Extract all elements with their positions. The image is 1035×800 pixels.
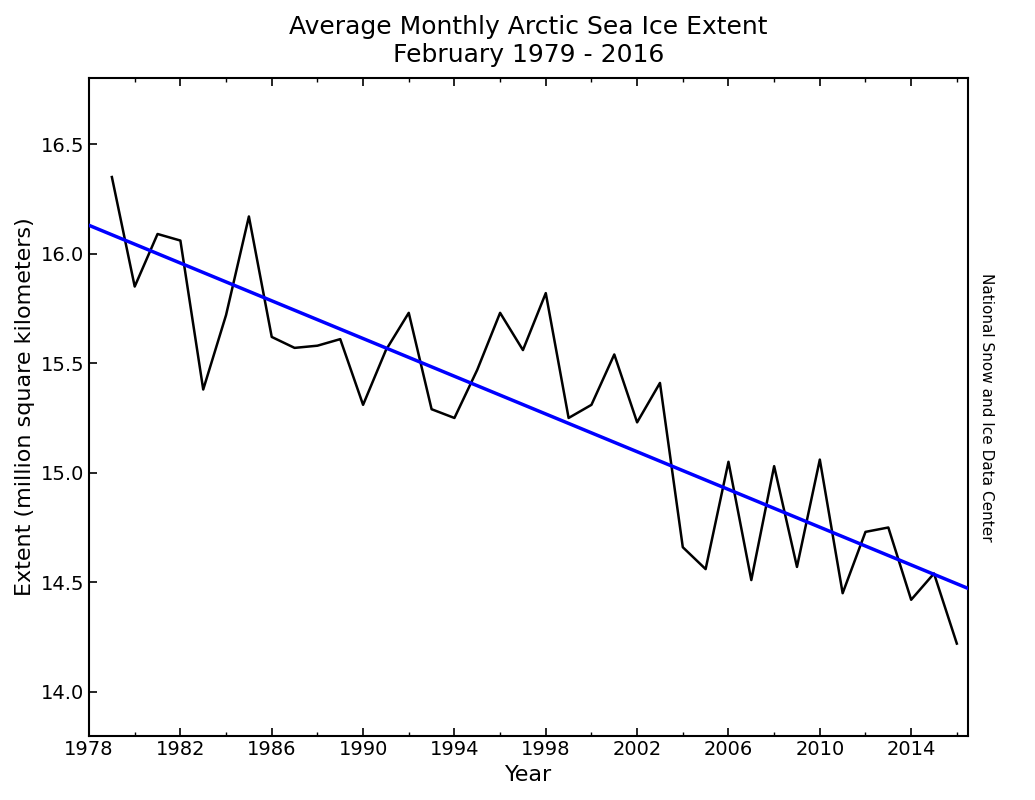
- X-axis label: Year: Year: [505, 765, 553, 785]
- Title: Average Monthly Arctic Sea Ice Extent
February 1979 - 2016: Average Monthly Arctic Sea Ice Extent Fe…: [290, 15, 768, 67]
- Text: National Snow and Ice Data Center: National Snow and Ice Data Center: [979, 273, 994, 542]
- Y-axis label: Extent (million square kilometers): Extent (million square kilometers): [14, 218, 35, 597]
